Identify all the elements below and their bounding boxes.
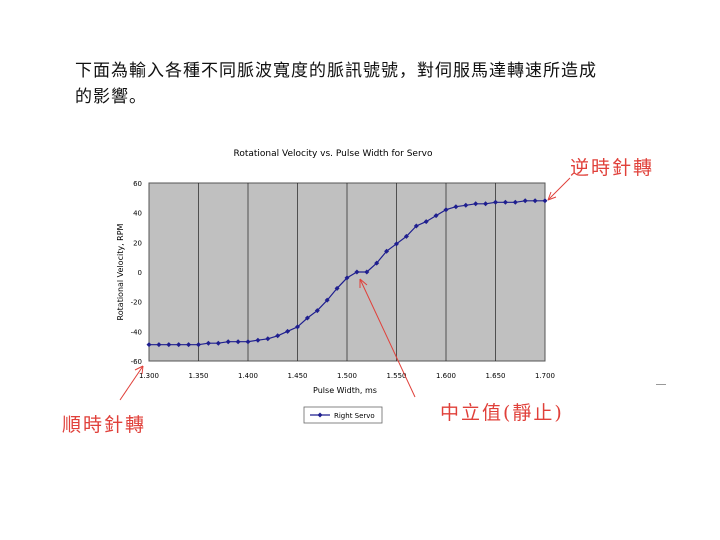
data-point	[295, 324, 300, 330]
data-point	[413, 223, 419, 229]
grid-lines	[198, 183, 496, 361]
data-point	[433, 213, 439, 219]
data-point	[275, 333, 281, 339]
series-right-servo	[146, 198, 548, 348]
arrow-neutral	[359, 278, 416, 398]
intro-paragraph: 下面為輸入各種不同脈波寬度的脈訊號號，對伺服馬達轉速所造成的影響。	[75, 61, 597, 107]
data-point	[334, 285, 340, 291]
data-point	[186, 342, 192, 348]
x-tick-label: 1.550	[386, 372, 406, 380]
x-tick-label: 1.300	[139, 372, 159, 380]
data-point	[512, 199, 518, 205]
arrow-neutral-head	[359, 278, 368, 288]
x-tick-label: 1.650	[485, 372, 505, 380]
data-point	[176, 342, 182, 348]
data-point	[255, 337, 261, 343]
data-point	[304, 315, 310, 321]
legend-box	[303, 406, 383, 424]
y-axis-ticks: 60 40 20 0 -20 -40 -60	[131, 180, 142, 366]
data-point	[196, 342, 201, 348]
y-tick-label: 20	[133, 239, 142, 247]
annotation-neutral: 中立值(靜止)	[440, 402, 564, 424]
x-axis-label: Pulse Width, ms	[313, 386, 377, 395]
data-point	[146, 342, 152, 348]
arrow-cw-head	[134, 365, 144, 375]
y-tick-label: 40	[133, 210, 142, 218]
data-point	[473, 201, 479, 207]
annotation-counterclockwise: 逆時針轉	[570, 157, 655, 179]
data-point	[225, 339, 231, 345]
data-point	[443, 207, 449, 213]
legend-marker	[317, 412, 323, 418]
arrow-ccw	[547, 177, 571, 201]
chart-title: Rotational Velocity vs. Pulse Width for …	[233, 149, 433, 159]
x-tick-label: 1.350	[188, 372, 208, 380]
data-point	[483, 201, 489, 207]
data-point	[344, 275, 350, 281]
data-point	[493, 199, 498, 205]
data-point	[166, 342, 172, 348]
data-point	[205, 340, 211, 346]
y-axis-label: Rotational Velocity, RPM	[116, 223, 125, 320]
legend: Right Servo	[303, 406, 383, 424]
data-point	[394, 241, 399, 247]
data-point	[463, 202, 469, 208]
stray-dash	[656, 384, 666, 385]
arrow-ccw-head	[547, 191, 557, 201]
data-point	[215, 340, 221, 346]
data-point	[285, 328, 291, 334]
data-point	[354, 269, 360, 275]
data-point	[384, 248, 390, 254]
data-point	[502, 199, 508, 205]
data-point	[156, 342, 162, 348]
x-tick-label: 1.450	[287, 372, 307, 380]
y-tick-label: 60	[133, 180, 142, 188]
data-point	[403, 233, 409, 239]
x-tick-label: 1.600	[436, 372, 456, 380]
annotation-clockwise: 順時針轉	[62, 414, 147, 436]
y-tick-label: -20	[131, 299, 142, 307]
data-point	[532, 198, 538, 204]
data-point	[374, 260, 380, 266]
y-tick-label: -40	[131, 328, 142, 336]
data-point	[324, 297, 330, 303]
data-point	[542, 198, 548, 204]
y-tick-label: 0	[138, 269, 142, 277]
data-point	[265, 336, 271, 342]
data-point	[522, 198, 528, 204]
x-tick-label: 1.400	[238, 372, 258, 380]
data-point	[314, 308, 320, 314]
data-point	[423, 219, 429, 225]
x-tick-label: 1.700	[535, 372, 555, 380]
x-tick-label: 1.500	[337, 372, 357, 380]
data-point	[235, 339, 241, 345]
y-tick-label: -60	[131, 358, 142, 366]
data-point	[245, 339, 251, 345]
data-point	[453, 204, 459, 210]
x-axis-ticks: 1.300 1.350 1.400 1.450 1.500 1.550 1.600 1.650…	[139, 372, 555, 380]
legend-label: Right Servo	[334, 412, 375, 420]
annotation-arrows	[119, 177, 571, 401]
arrow-cw	[119, 365, 144, 401]
data-point	[364, 269, 370, 275]
